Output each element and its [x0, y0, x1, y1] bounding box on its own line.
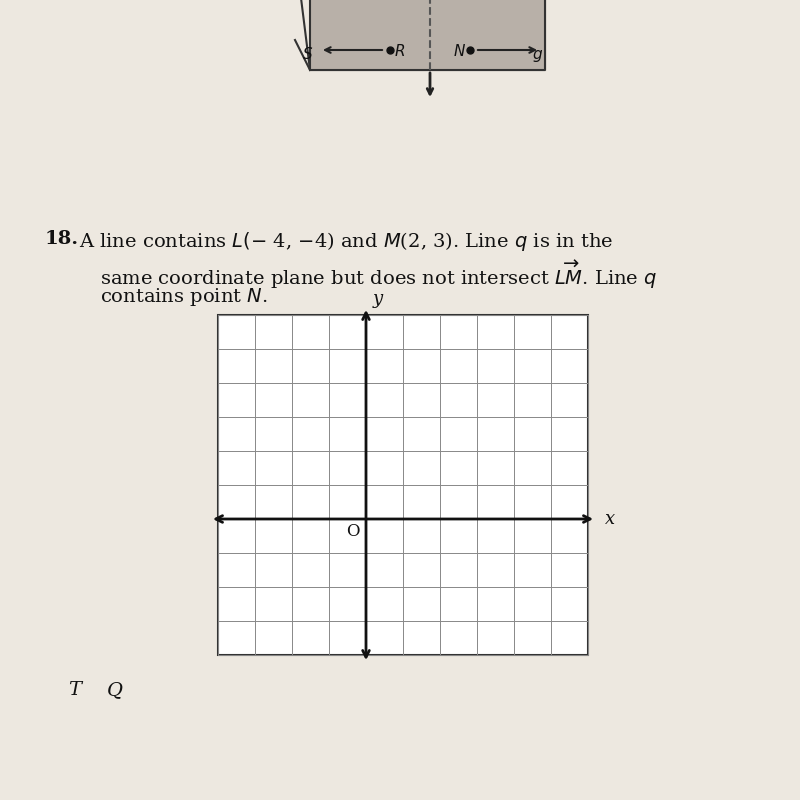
Text: 18.: 18. [45, 230, 79, 248]
Text: O: O [346, 523, 360, 541]
Text: x: x [605, 510, 615, 528]
Text: R: R [395, 45, 406, 59]
Text: Q: Q [107, 681, 123, 699]
Text: N: N [454, 45, 465, 59]
Text: S: S [303, 47, 313, 62]
Polygon shape [310, 0, 545, 70]
FancyBboxPatch shape [218, 315, 588, 655]
Text: g: g [532, 47, 542, 62]
Text: A line contains $L(-$ 4, $-$4) and $M$(2, 3). Line $q$ is in the: A line contains $L(-$ 4, $-$4) and $M$(2… [73, 230, 614, 253]
Text: y: y [373, 290, 383, 308]
Text: same coordinate plane but does not intersect $\overrightarrow{LM}$. Line $q$: same coordinate plane but does not inter… [100, 258, 658, 290]
Text: T: T [69, 681, 82, 699]
Text: contains point $N$.: contains point $N$. [100, 286, 268, 308]
